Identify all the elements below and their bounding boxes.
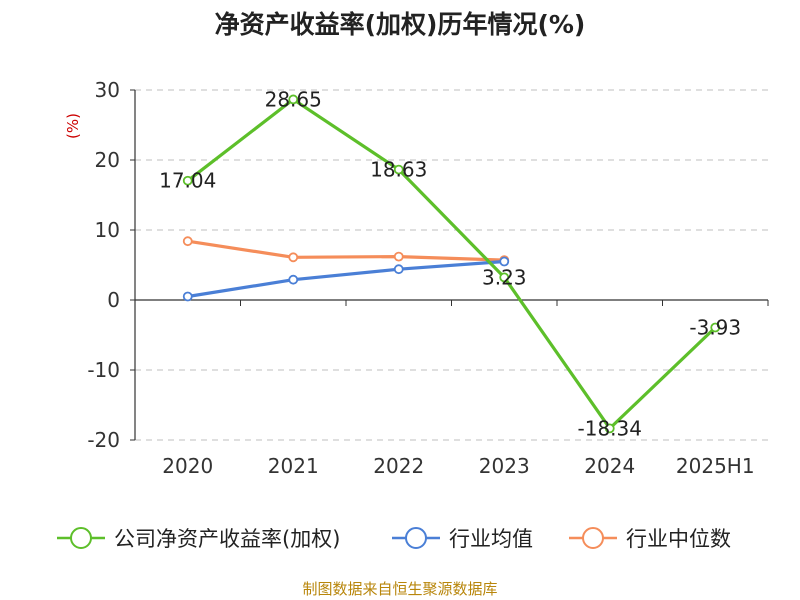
x-tick-label: 2021 bbox=[268, 454, 319, 478]
x-tick-label: 2022 bbox=[373, 454, 424, 478]
legend-item[interactable]: 行业中位数 bbox=[569, 527, 731, 551]
y-tick-label: 0 bbox=[107, 288, 120, 312]
x-tick-label: 2023 bbox=[479, 454, 530, 478]
data-label: 18.63 bbox=[370, 158, 427, 182]
data-label: -3.93 bbox=[689, 316, 741, 340]
data-point bbox=[499, 256, 510, 267]
legend-circle-icon bbox=[405, 527, 427, 549]
y-tick-label: 30 bbox=[95, 78, 120, 102]
legend-circle-icon bbox=[582, 527, 604, 549]
source-note: 制图数据来自恒生聚源数据库 bbox=[302, 580, 497, 598]
y-axis-unit-label: (%) bbox=[64, 113, 82, 139]
data-label: 17.04 bbox=[159, 169, 216, 193]
data-point bbox=[393, 164, 404, 175]
y-tick-label: -10 bbox=[87, 358, 120, 382]
data-label: 28.65 bbox=[265, 87, 322, 111]
data-point bbox=[393, 251, 404, 262]
series-line bbox=[186, 97, 717, 430]
axes: 30 20 10 0 -10 -20 2020 2021 2022 2023 2024 2025H1 bbox=[87, 78, 769, 478]
legend-label: 行业中位数 bbox=[626, 527, 731, 551]
legend-item[interactable]: 公司净资产收益率(加权) bbox=[57, 527, 340, 551]
data-point bbox=[499, 272, 510, 283]
y-tick-label: 10 bbox=[95, 218, 120, 242]
x-tick-label: 2025H1 bbox=[676, 454, 755, 478]
x-tick-label: 2024 bbox=[584, 454, 635, 478]
series-2 bbox=[182, 236, 510, 266]
data-point bbox=[182, 175, 193, 186]
data-label: -18.34 bbox=[578, 416, 642, 440]
series-line bbox=[187, 259, 505, 299]
series-line bbox=[187, 239, 505, 262]
series-0 bbox=[182, 94, 721, 434]
data-point bbox=[288, 94, 299, 105]
series-1 bbox=[182, 256, 510, 302]
y-tick-label: 20 bbox=[95, 148, 120, 172]
data-point bbox=[393, 264, 404, 275]
data-labels: 17.04 28.65 18.63 3.23 -18.34 -3.93 bbox=[159, 87, 741, 440]
legend-item[interactable]: 行业均值 bbox=[392, 527, 533, 551]
data-point bbox=[182, 291, 193, 302]
data-point bbox=[604, 423, 615, 434]
legend-label: 公司净资产收益率(加权) bbox=[114, 527, 340, 551]
legend-label: 行业均值 bbox=[449, 527, 533, 551]
x-tick-label: 2020 bbox=[162, 454, 213, 478]
chart-title: 净资产收益率(加权)历年情况(%) bbox=[215, 10, 586, 39]
legend-circle-icon bbox=[70, 527, 92, 549]
data-point bbox=[182, 236, 193, 247]
data-point bbox=[710, 322, 721, 333]
data-point bbox=[288, 252, 299, 263]
series-layer bbox=[182, 94, 721, 434]
legend[interactable]: 公司净资产收益率(加权) 行业均值 行业中位数 bbox=[57, 527, 731, 551]
y-tick-label: -20 bbox=[87, 428, 120, 452]
data-point bbox=[288, 274, 299, 285]
data-label: 3.23 bbox=[482, 265, 527, 289]
